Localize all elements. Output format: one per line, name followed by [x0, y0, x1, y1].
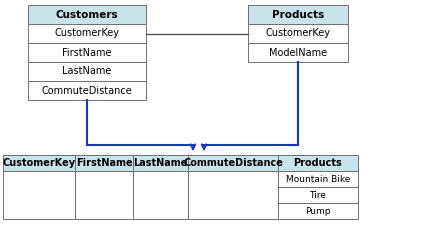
Text: CustomerKey: CustomerKey [54, 29, 120, 39]
Text: Products: Products [272, 10, 324, 19]
Bar [248, 5, 348, 24]
Bar [278, 203, 358, 219]
Bar [133, 155, 188, 171]
Bar [75, 155, 133, 171]
Bar [28, 62, 146, 81]
Bar [133, 171, 188, 219]
Text: LastName: LastName [62, 66, 112, 77]
Text: LastName: LastName [133, 158, 188, 168]
Bar [28, 81, 146, 100]
Text: Tire: Tire [310, 190, 326, 200]
Text: CustomerKey: CustomerKey [3, 158, 76, 168]
Bar [28, 5, 146, 24]
Bar [28, 24, 146, 43]
Text: Pump: Pump [305, 206, 331, 216]
Bar [278, 171, 358, 187]
Text: ModelName: ModelName [269, 48, 327, 58]
Text: CustomerKey: CustomerKey [266, 29, 330, 39]
Text: FirstName: FirstName [62, 48, 112, 58]
Bar [278, 187, 358, 203]
Bar [248, 43, 348, 62]
Bar [188, 155, 278, 171]
Text: CommuteDistance: CommuteDistance [42, 85, 133, 95]
Text: CommuteDistance: CommuteDistance [183, 158, 283, 168]
Bar [188, 171, 278, 219]
Bar [28, 43, 146, 62]
Bar [3, 171, 75, 219]
Text: Mountain Bike: Mountain Bike [286, 175, 350, 183]
Text: FirstName: FirstName [76, 158, 132, 168]
Bar [3, 155, 75, 171]
Bar [278, 155, 358, 171]
Bar [75, 171, 133, 219]
Bar [248, 24, 348, 43]
Text: Customers: Customers [56, 10, 118, 19]
Text: Products: Products [293, 158, 342, 168]
